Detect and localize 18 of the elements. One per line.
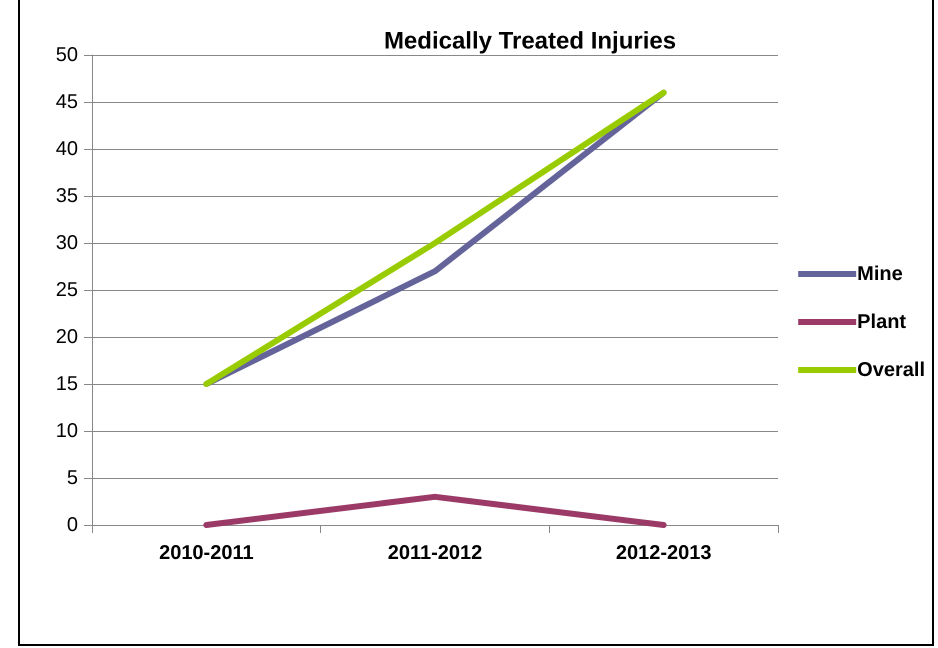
x-tick-label: 2011-2012: [388, 542, 482, 564]
y-tick-label: 40: [56, 138, 78, 160]
y-tick-label: 5: [66, 467, 78, 489]
y-tick-label: 15: [56, 373, 78, 395]
y-tick-label: 0: [66, 514, 78, 536]
legend-label: Plant: [857, 311, 906, 333]
y-tick-label: 45: [56, 91, 78, 113]
legend-label: Overall: [857, 359, 926, 381]
y-tick-label: 20: [56, 326, 78, 348]
x-tick-label: 2012-2013: [616, 542, 712, 564]
y-tick-label: 50: [56, 44, 78, 66]
y-tick-label: 35: [56, 185, 78, 207]
y-tick-label: 10: [56, 420, 78, 442]
legend-label: Mine: [857, 263, 903, 285]
y-tick-label: 25: [56, 279, 78, 301]
x-tick-label: 2010-2011: [159, 542, 254, 564]
y-tick-label: 30: [56, 232, 78, 254]
chart-title: Medically Treated Injuries: [384, 28, 676, 54]
